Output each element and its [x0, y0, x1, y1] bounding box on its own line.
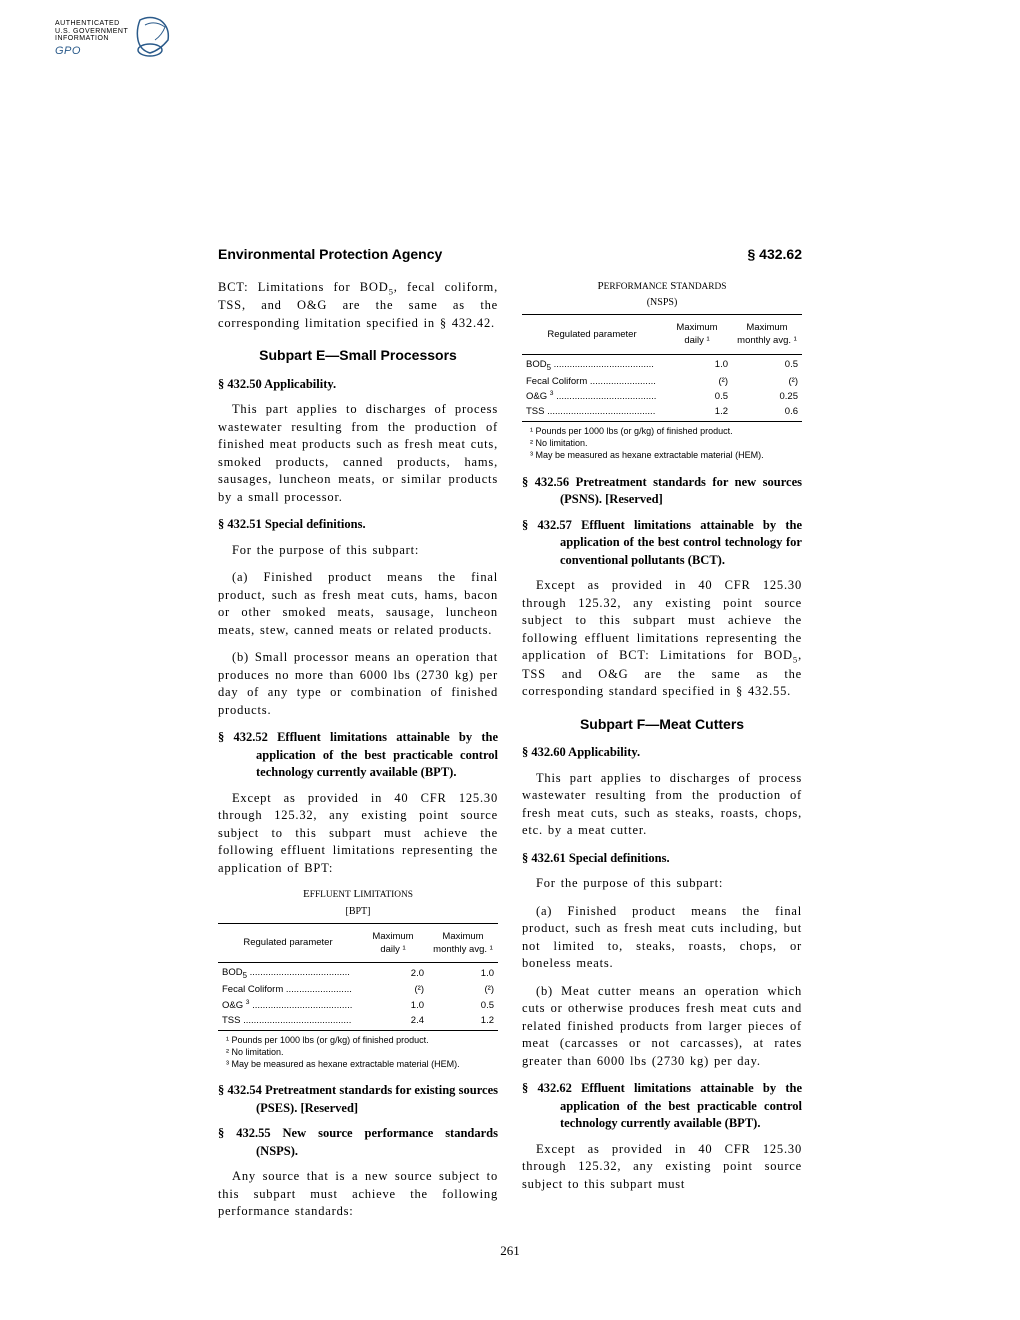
intro-para: BCT: Limitations for BOD5, fecal colifor… — [218, 279, 498, 333]
s432-57-title: § 432.57 Effluent limitations attainable… — [522, 517, 802, 570]
footnote: ² No limitation. — [522, 438, 802, 450]
table1-h1: Regulated parameter — [218, 923, 358, 963]
table-row: Fecal Coliform .........................… — [218, 982, 498, 997]
s432-55-title: § 432.55 New source performance standard… — [218, 1125, 498, 1160]
table2-title: PERFORMANCE STANDARDS — [522, 279, 802, 294]
s432-62-body: Except as provided in 40 CFR 125.30 thro… — [522, 1141, 802, 1194]
s432-56-title: § 432.56 Pretreatment standards for new … — [522, 474, 802, 509]
table-row: TSS ....................................… — [522, 404, 802, 422]
table1-footnotes: ¹ Pounds per 1000 lbs (or g/kg) of finis… — [218, 1035, 498, 1070]
s432-54-title: § 432.54 Pretreatment standards for exis… — [218, 1082, 498, 1117]
s432-55-body: Any source that is a new source subject … — [218, 1168, 498, 1221]
footnote: ¹ Pounds per 1000 lbs (or g/kg) of finis… — [522, 426, 802, 438]
header-agency: Environmental Protection Agency — [218, 245, 442, 265]
subpart-f-title: Subpart F—Meat Cutters — [522, 715, 802, 735]
table-row: TSS ....................................… — [218, 1013, 498, 1031]
s432-61-a: (a) Finished product means the final pro… — [522, 903, 802, 973]
table-row: BOD5 ...................................… — [218, 963, 498, 982]
table2-footnotes: ¹ Pounds per 1000 lbs (or g/kg) of finis… — [522, 426, 802, 461]
s432-60-title: § 432.60 Applicability. — [522, 744, 802, 762]
page-header: Environmental Protection Agency § 432.62 — [218, 245, 802, 265]
table-row: O&G 3 ..................................… — [218, 998, 498, 1013]
table-row: O&G 3 ..................................… — [522, 389, 802, 404]
s432-51-intro: For the purpose of this subpart: — [218, 542, 498, 560]
s432-61-b: (b) Meat cutter means an operation which… — [522, 983, 802, 1071]
table-row: BOD5 ...................................… — [522, 354, 802, 373]
table1: Regulated parameter Maximum daily ¹ Maxi… — [218, 923, 498, 1031]
table-row: Fecal Coliform .........................… — [522, 374, 802, 389]
s432-51-b: (b) Small processor means an operation t… — [218, 649, 498, 719]
s432-60-body: This part applies to discharges of proce… — [522, 770, 802, 840]
gpo-seal: AUTHENTICATED U.S. GOVERNMENT INFORMATIO… — [55, 20, 175, 57]
s432-51-title: § 432.51 Special definitions. — [218, 516, 498, 534]
footnote: ³ May be measured as hexane extractable … — [218, 1059, 498, 1071]
header-section: § 432.62 — [748, 245, 803, 265]
s432-52-body: Except as provided in 40 CFR 125.30 thro… — [218, 790, 498, 878]
footnote: ³ May be measured as hexane extractable … — [522, 450, 802, 462]
text-columns: BCT: Limitations for BOD5, fecal colifor… — [218, 279, 802, 1229]
table1-h2: Maximum daily ¹ — [358, 923, 428, 963]
table2-h1: Regulated parameter — [522, 314, 662, 354]
s432-61-title: § 432.61 Special definitions. — [522, 850, 802, 868]
table1-title: EFFLUENT LIMITATIONS — [218, 887, 498, 902]
s432-52-title: § 432.52 Effluent limitations attainable… — [218, 729, 498, 782]
table2-h2: Maximum daily ¹ — [662, 314, 732, 354]
table1-h3: Maximum monthly avg. ¹ — [428, 923, 498, 963]
table1-wrapper: EFFLUENT LIMITATIONS [BPT] Regulated par… — [218, 887, 498, 1070]
s432-57-body: Except as provided in 40 CFR 125.30 thro… — [522, 577, 802, 701]
s432-62-title: § 432.62 Effluent limitations attainable… — [522, 1080, 802, 1133]
s432-50-body: This part applies to discharges of proce… — [218, 401, 498, 506]
s432-61-intro: For the purpose of this subpart: — [522, 875, 802, 893]
table1-subtitle: [BPT] — [218, 905, 498, 919]
eagle-icon — [130, 15, 180, 65]
s432-51-a: (a) Finished product means the final pro… — [218, 569, 498, 639]
table2: Regulated parameter Maximum daily ¹ Maxi… — [522, 314, 802, 422]
page-content: Environmental Protection Agency § 432.62… — [218, 245, 802, 1229]
table2-wrapper: PERFORMANCE STANDARDS (NSPS) Regulated p… — [522, 279, 802, 462]
footnote: ¹ Pounds per 1000 lbs (or g/kg) of finis… — [218, 1035, 498, 1047]
page-number: 261 — [0, 1242, 1020, 1260]
subpart-e-title: Subpart E—Small Processors — [218, 346, 498, 366]
s432-50-title: § 432.50 Applicability. — [218, 376, 498, 394]
table2-h3: Maximum monthly avg. ¹ — [732, 314, 802, 354]
footnote: ² No limitation. — [218, 1047, 498, 1059]
table2-subtitle: (NSPS) — [522, 296, 802, 310]
